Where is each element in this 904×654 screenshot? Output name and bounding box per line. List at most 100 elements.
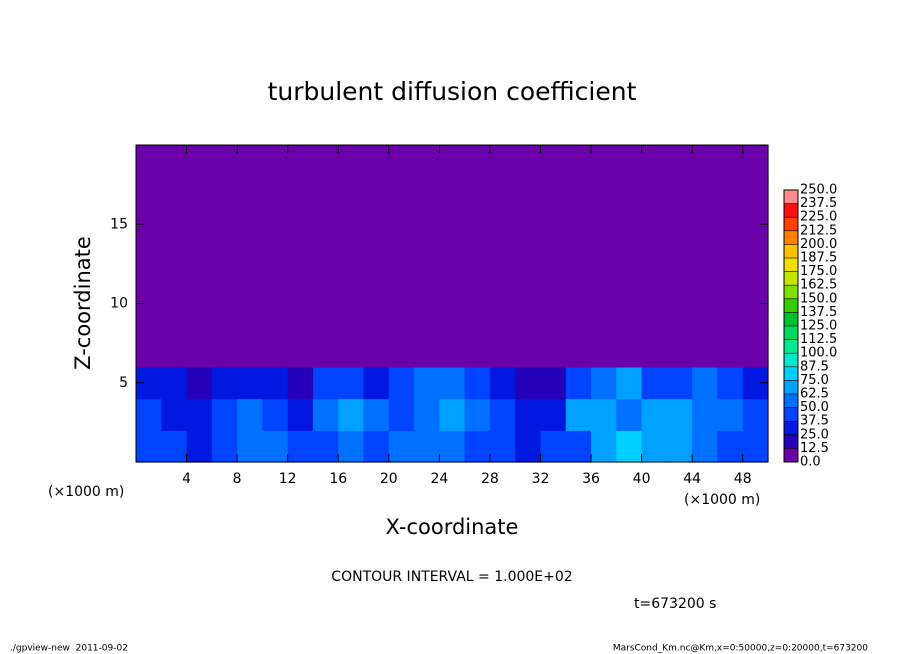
colorbar-band [784,407,798,422]
heatmap-cell [641,240,668,273]
x-unit: (×1000 m) [684,492,760,508]
heatmap-cell [363,208,390,241]
heatmap-cell [414,430,440,463]
heatmap-cell [515,303,542,336]
heatmap-cell [515,271,542,305]
colorbar-band [784,366,798,381]
heatmap-cell [692,208,719,241]
heatmap-cell [287,430,314,463]
heatmap-cell [489,398,516,431]
colorbar-label: 200.0 [800,237,837,252]
heatmap-cell [717,335,744,368]
heatmap-cell [338,398,365,431]
heatmap-cell [742,271,769,305]
heatmap-cell [616,335,643,368]
heatmap-cell [136,145,162,178]
colorbar-label: 225.0 [800,210,837,225]
heatmap-cell [464,240,491,273]
heatmap-cell [717,366,744,400]
heatmap-cell [489,145,516,178]
heatmap-cell [515,145,542,178]
heatmap-cell [211,208,238,241]
heatmap-cell [666,271,693,305]
heatmap-cell [515,176,542,209]
heatmap-cell [414,240,440,273]
heatmap-cell [388,145,415,178]
x-tick-label: 28 [481,471,499,487]
heatmap-cell [414,303,440,336]
heatmap-cell [641,335,668,368]
heatmap-cell [692,271,719,305]
heatmap-cell [717,271,744,305]
heatmap-cell [540,271,567,305]
heatmap-cell [692,176,719,209]
heatmap-cell [414,208,440,241]
heatmap-cell [237,240,263,273]
heatmap-cell [515,208,542,241]
x-tick-label: 40 [633,471,651,487]
heatmap-cell [262,366,289,400]
colorbar-label: 150.0 [800,291,837,306]
heatmap-cell [641,176,668,209]
heatmap-cell [591,303,617,336]
heatmap-cell [161,398,188,431]
heatmap-cell [312,271,339,305]
heatmap-cell [136,398,162,431]
heatmap-cell [742,398,769,431]
heatmap-cell [237,335,263,368]
heatmap-cell [287,240,314,273]
heatmap-cell [237,271,263,305]
heatmap-cell [237,430,263,463]
heatmap-cell [161,176,188,209]
heatmap-cell [211,366,238,400]
heatmap-cell [666,208,693,241]
heatmap-cell [363,430,390,463]
heatmap-cell [439,303,466,336]
heatmap-cell [641,430,668,463]
heatmap-cell [388,430,415,463]
heatmap-cell [186,366,213,400]
colorbar-band [784,339,798,354]
heatmap-cell [186,335,213,368]
heatmap-cell [515,398,542,431]
footer: ./gpview-new 2011-09-02 [10,644,128,654]
heatmap-cell [388,240,415,273]
heatmap-cell [540,145,567,178]
heatmap-cell [388,208,415,241]
heatmap-cell [515,240,542,273]
heatmap-cell [616,176,643,209]
heatmap-cell [692,366,719,400]
colorbar-label: 62.5 [800,387,829,402]
heatmap-cell [211,271,238,305]
x-axis-label: X-coordinate [386,515,519,539]
heatmap-cell [540,303,567,336]
heatmap-cell [692,430,719,463]
heatmap-cell [338,430,365,463]
heatmap-cell [262,398,289,431]
colorbar-band [784,448,798,462]
heatmap-cell [591,145,617,178]
annotation: t=673200 s [634,596,716,612]
heatmap-cell [540,335,567,368]
heatmap-cell [262,145,289,178]
heatmap-cell [363,240,390,273]
heatmap-cell [161,240,188,273]
heatmap-cell [616,240,643,273]
heatmap-cell [161,208,188,241]
chart-title: turbulent diffusion coefficient [268,77,637,106]
heatmap-cell [312,208,339,241]
heatmap-cell [211,335,238,368]
colorbar-band [784,298,798,313]
colorbar-band [784,421,798,435]
heatmap-cell [414,176,440,209]
heatmap-cell [591,366,617,400]
heatmap-cell [666,430,693,463]
heatmap-cell [717,240,744,273]
heatmap-cell [439,366,466,400]
heatmap-cell [717,303,744,336]
colorbar-label: 237.5 [800,196,837,211]
heatmap-cell [186,176,213,209]
colorbar-band [784,244,798,258]
heatmap-cell [388,366,415,400]
heatmap-cell [591,176,617,209]
